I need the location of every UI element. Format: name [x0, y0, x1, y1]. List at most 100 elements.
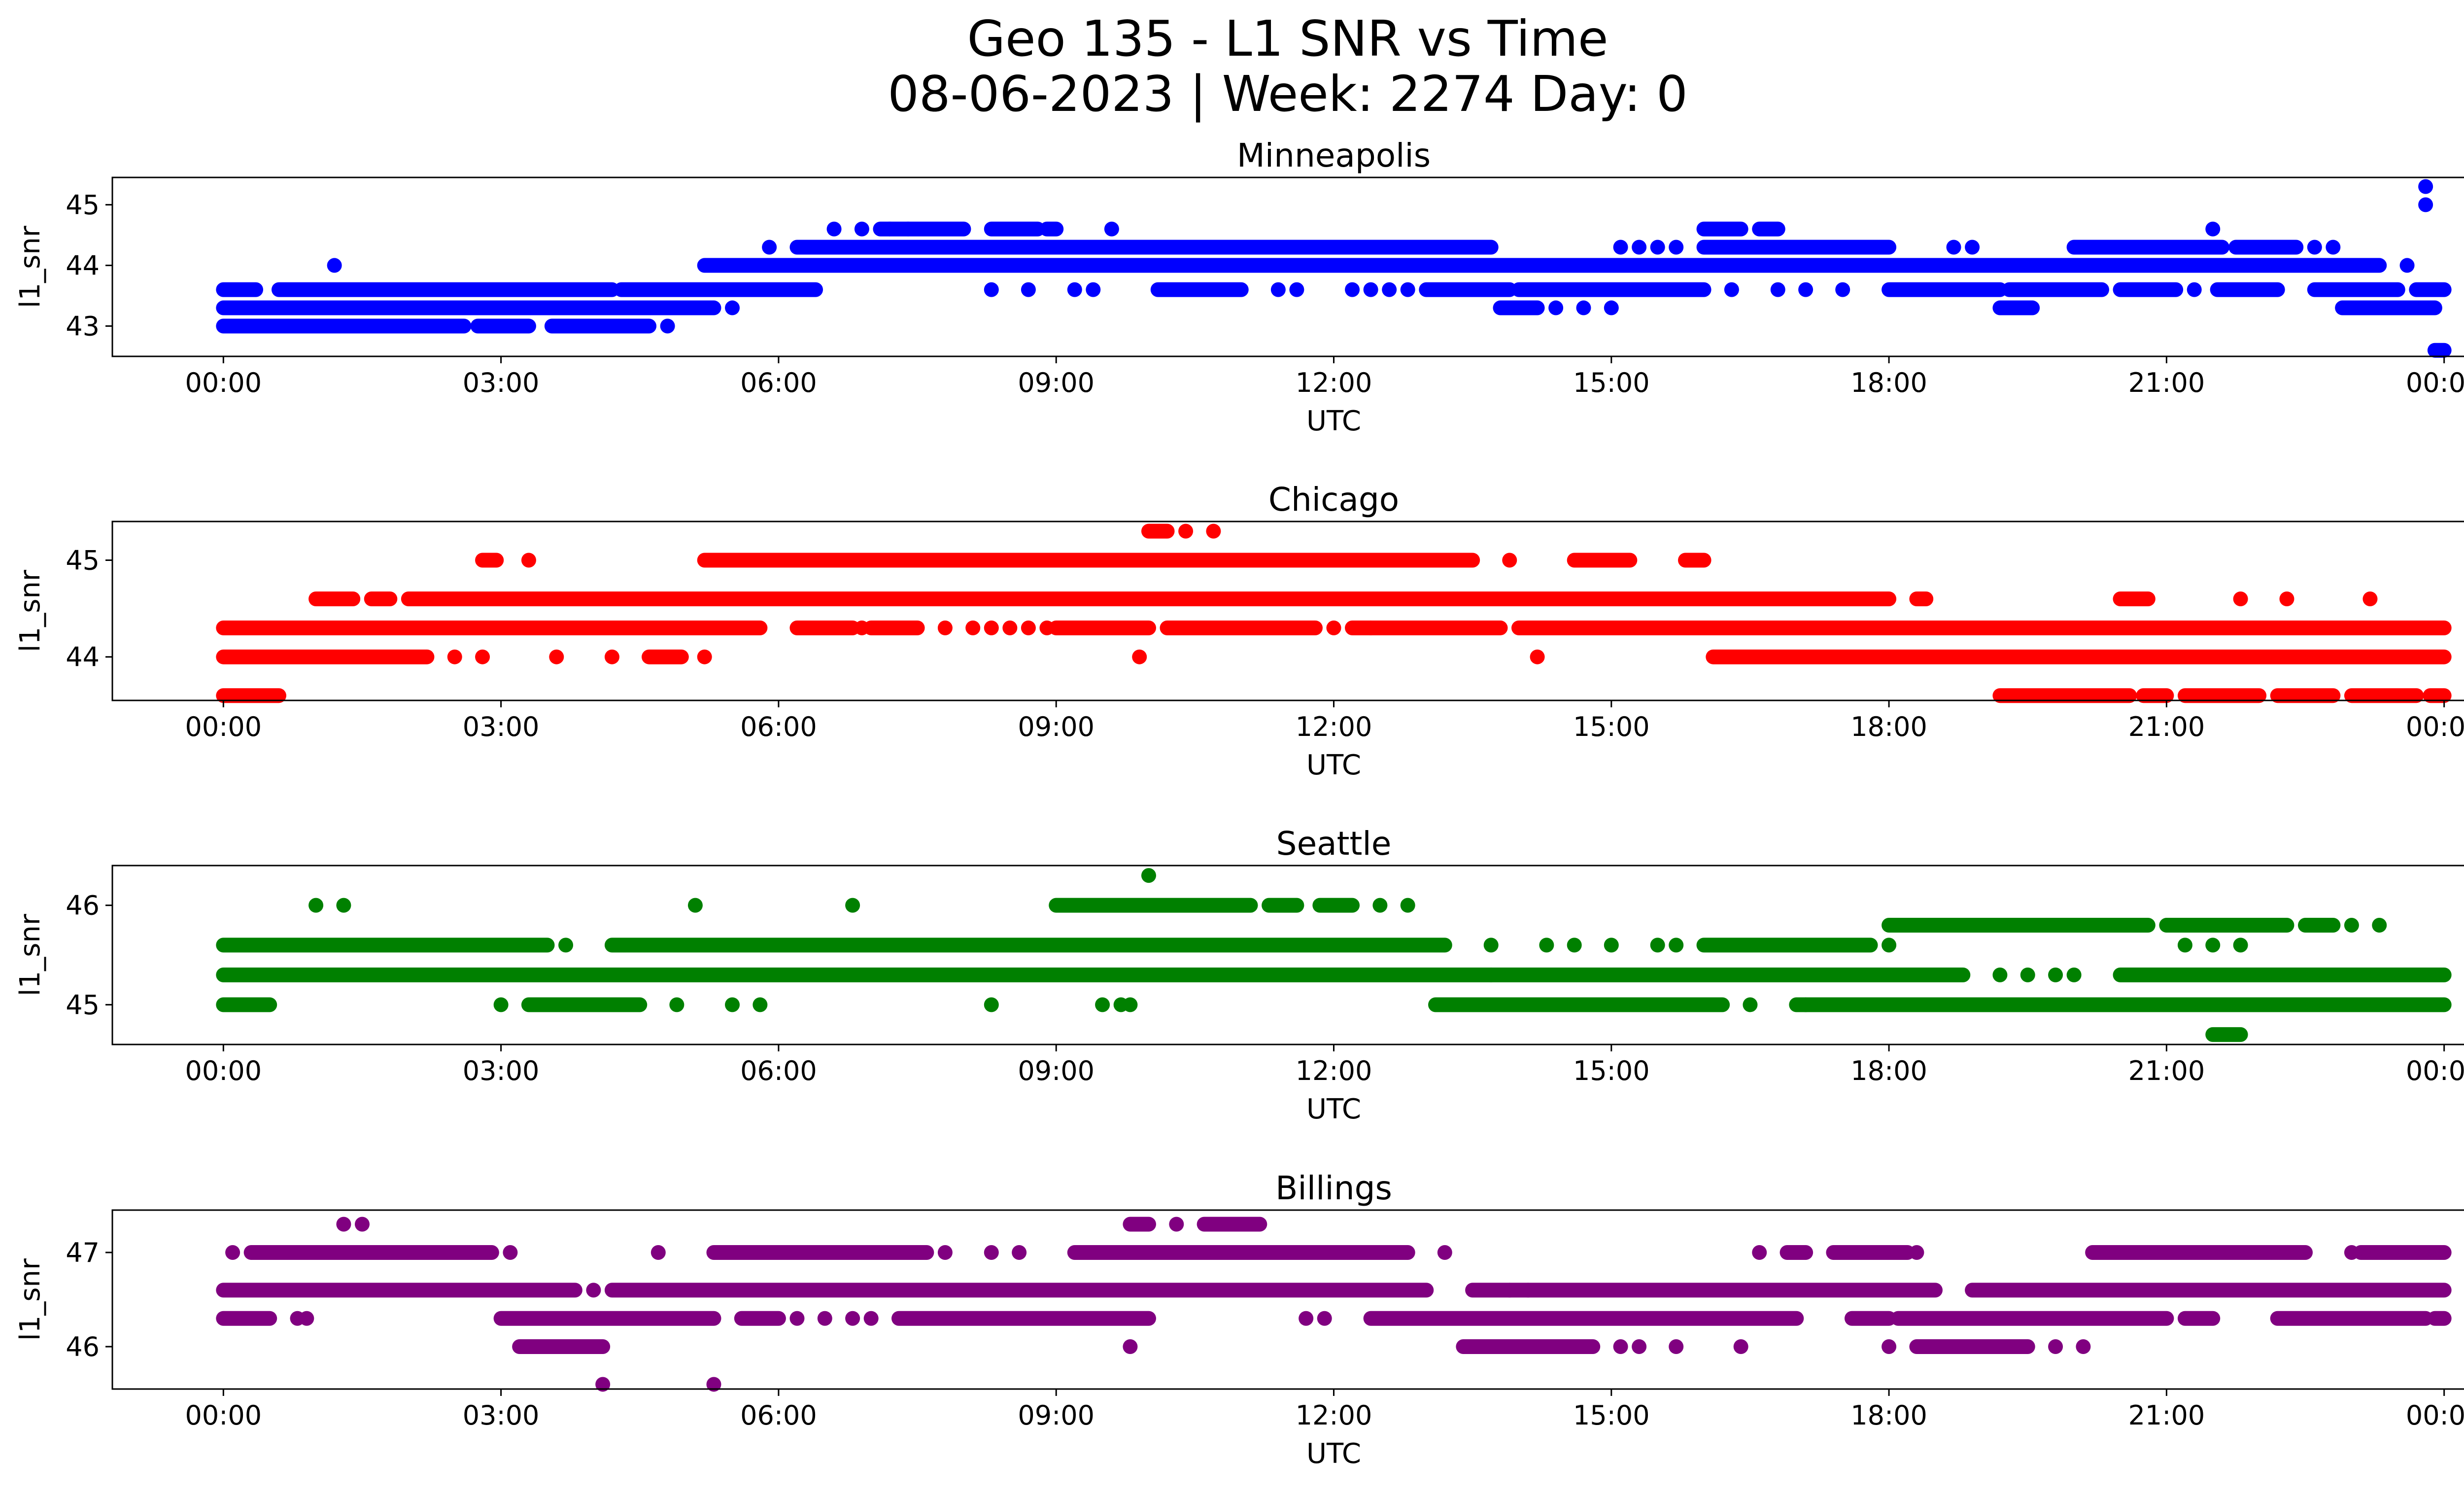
panel-chicago-x-axis-label: UTC — [1306, 749, 1361, 781]
panel-minneapolis-point-run — [1419, 282, 1517, 297]
panel-chicago-point — [475, 649, 490, 664]
panel-chicago-point-run — [401, 591, 1897, 606]
panel-billings-y-axis-label: l1_snr — [14, 1258, 46, 1341]
panel-seattle-x-tick-label: 09:00 — [1018, 1055, 1095, 1086]
panel-billings-point — [336, 1217, 351, 1232]
panel-seattle-point-run — [1696, 938, 1878, 953]
panel-billings-point-run — [1826, 1245, 1915, 1260]
panel-seattle-x-tick-label: 06:00 — [740, 1055, 817, 1086]
panel-minneapolis-point — [1835, 282, 1850, 297]
panel-seattle-point — [336, 898, 351, 913]
panel-seattle-point-run — [1262, 898, 1304, 913]
panel-seattle-point-run — [216, 967, 1499, 982]
panel-seattle-point-run — [521, 997, 648, 1012]
panel-seattle-title: Seattle — [1276, 825, 1392, 863]
panel-minneapolis-point — [2418, 179, 2433, 194]
panel-chicago-point — [1178, 523, 1194, 539]
panel-seattle-x-tick-label: 21:00 — [2128, 1055, 2205, 1086]
panel-minneapolis-point — [1724, 282, 1739, 297]
panel-billings-point — [1669, 1339, 1684, 1355]
panel-chicago-x-tick-label: 18:00 — [1850, 711, 1927, 742]
panel-chicago-point-run — [2136, 688, 2174, 703]
panel-chicago-point-run — [216, 649, 435, 664]
panel-seattle-point — [1992, 967, 2008, 982]
panel-billings-point-run — [493, 1311, 721, 1326]
panel-billings-point — [2076, 1339, 2091, 1355]
panel-minneapolis-point — [1067, 282, 1082, 297]
panel-billings-point-run — [1780, 1245, 1814, 1260]
panel-minneapolis-point — [1104, 221, 1119, 237]
panel-seattle-point-run — [1428, 997, 1730, 1012]
panel-seattle-point-run — [216, 938, 555, 953]
panel-seattle-point — [2048, 967, 2063, 982]
panel-chicago-point — [1530, 649, 1545, 664]
panel-minneapolis-title: Minneapolis — [1237, 137, 1431, 174]
panel-minneapolis-x-tick-label: 03:00 — [463, 367, 540, 398]
panel-billings-point — [650, 1245, 666, 1260]
panel-minneapolis-point — [1632, 240, 1647, 255]
panel-minneapolis-y-tick-label: 45 — [66, 189, 100, 220]
panel-seattle-point — [1567, 938, 1582, 953]
panel-billings-point-run — [216, 1283, 582, 1298]
panel-seattle-point-run — [216, 997, 277, 1012]
panel-billings-y-tick-label: 46 — [66, 1331, 100, 1362]
panel-minneapolis-point — [2187, 282, 2202, 297]
panel-minneapolis-point — [2326, 240, 2341, 255]
panel-chicago-point-run — [2423, 688, 2452, 703]
panel-seattle-x-tick-label: 12:00 — [1296, 1055, 1372, 1086]
panel-seattle-point — [845, 898, 860, 913]
panel-billings-point — [817, 1311, 832, 1326]
panel-seattle-point — [1743, 997, 1758, 1012]
panel-chicago-point — [1132, 649, 1147, 664]
panel-billings-point-run — [1844, 1311, 1897, 1326]
panel-minneapolis-x-tick-label: 18:00 — [1850, 367, 1927, 398]
panel-billings-x-tick-label: 00:00 — [185, 1400, 262, 1431]
panel-seattle-point-run — [1049, 898, 1258, 913]
panel-seattle-point — [1539, 938, 1554, 953]
panel-billings-point-run — [1465, 1283, 1943, 1298]
panel-minneapolis-point-run — [271, 282, 619, 297]
panel-minneapolis-point — [1798, 282, 1814, 297]
panel-chicago-y-axis-label: l1_snr — [14, 569, 46, 652]
panel-seattle-point — [1123, 997, 1138, 1012]
panel-minneapolis-point-run — [2307, 282, 2405, 297]
panel-billings-point — [863, 1311, 879, 1326]
panel-seattle-point — [725, 997, 740, 1012]
panel-billings-point-run — [243, 1245, 499, 1260]
panel-minneapolis-point — [327, 258, 342, 273]
panel-billings-point — [1012, 1245, 1027, 1260]
panel-minneapolis-point — [900, 221, 916, 237]
panel-chicago-point-run — [1049, 620, 1156, 635]
panel-chicago-point — [965, 620, 981, 635]
panel-billings-point-run — [1890, 1311, 2174, 1326]
panel-minneapolis-point — [882, 221, 897, 237]
panel-minneapolis-point-run — [216, 282, 264, 297]
panel-billings-point — [2048, 1339, 2063, 1355]
panel-chicago-point — [984, 620, 999, 635]
panel-billings-point-run — [2085, 1245, 2313, 1260]
panel-chicago-point — [549, 649, 564, 664]
panel-seattle-point — [984, 997, 999, 1012]
panel-seattle-point-run — [2159, 918, 2294, 933]
panel-chicago-point-run — [1678, 553, 1711, 568]
panel-minneapolis-point-run — [2335, 300, 2442, 315]
panel-billings-point — [937, 1245, 953, 1260]
panel-billings-x-tick-label: 12:00 — [1296, 1400, 1372, 1431]
panel-chicago-point-run — [1992, 688, 2137, 703]
panel-chicago-point — [604, 649, 619, 664]
panel-minneapolis-point-run — [2228, 240, 2304, 255]
panel-minneapolis-point-run — [2066, 240, 2230, 255]
panel-billings-point-run — [2353, 1245, 2452, 1260]
panel-seattle-point-run — [1789, 997, 2452, 1012]
panel-chicago-point — [1326, 620, 1341, 635]
panel-seattle-point — [1604, 938, 1619, 953]
panel-minneapolis-point-run — [1039, 221, 1064, 237]
panel-seattle-point-run — [1483, 967, 1971, 982]
panel-billings-point — [1882, 1339, 1897, 1355]
panel-chicago-point — [1021, 620, 1036, 635]
panel-minneapolis-point — [1382, 282, 1397, 297]
panel-billings-point — [225, 1245, 240, 1260]
panel-minneapolis-point-run — [470, 318, 536, 334]
panel-seattle-y-axis-label: l1_snr — [14, 913, 46, 996]
panel-minneapolis-point-run — [216, 318, 472, 334]
